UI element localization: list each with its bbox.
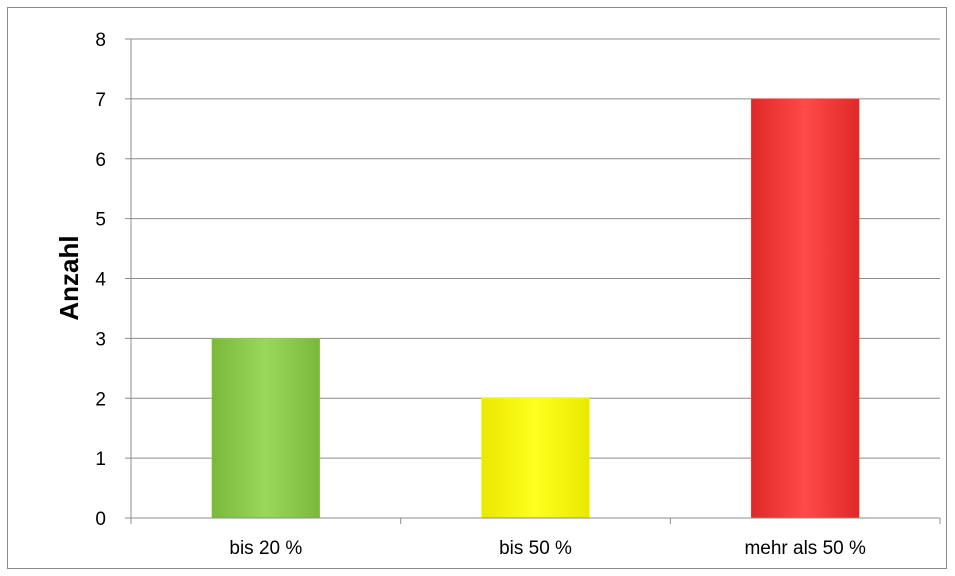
y-tick-label: 0 bbox=[95, 509, 106, 530]
y-tick-label: 3 bbox=[95, 329, 106, 350]
y-tick-label: 7 bbox=[95, 90, 106, 111]
x-tick-labels: bis 20 % bis 50 % mehr als 50 % bbox=[229, 538, 866, 559]
y-tick-label: 4 bbox=[95, 270, 106, 291]
y-tick-label: 5 bbox=[95, 210, 106, 231]
y-axis-label: Anzahl bbox=[54, 235, 84, 320]
y-tick-label: 6 bbox=[95, 150, 106, 171]
bar-2 bbox=[481, 398, 590, 519]
axes bbox=[125, 38, 941, 524]
bar-1 bbox=[211, 338, 321, 519]
y-tick-label: 8 bbox=[95, 30, 106, 51]
x-tick-label: bis 50 % bbox=[499, 538, 572, 559]
y-tick-label: 1 bbox=[95, 449, 106, 470]
x-tick-label: bis 20 % bbox=[229, 538, 302, 559]
bar-3 bbox=[750, 98, 860, 519]
y-tick-label: 2 bbox=[95, 389, 106, 410]
bars bbox=[211, 98, 860, 519]
y-tick-labels: 0 1 2 3 4 5 6 7 8 bbox=[95, 30, 106, 530]
x-tick-label: mehr als 50 % bbox=[744, 538, 866, 559]
